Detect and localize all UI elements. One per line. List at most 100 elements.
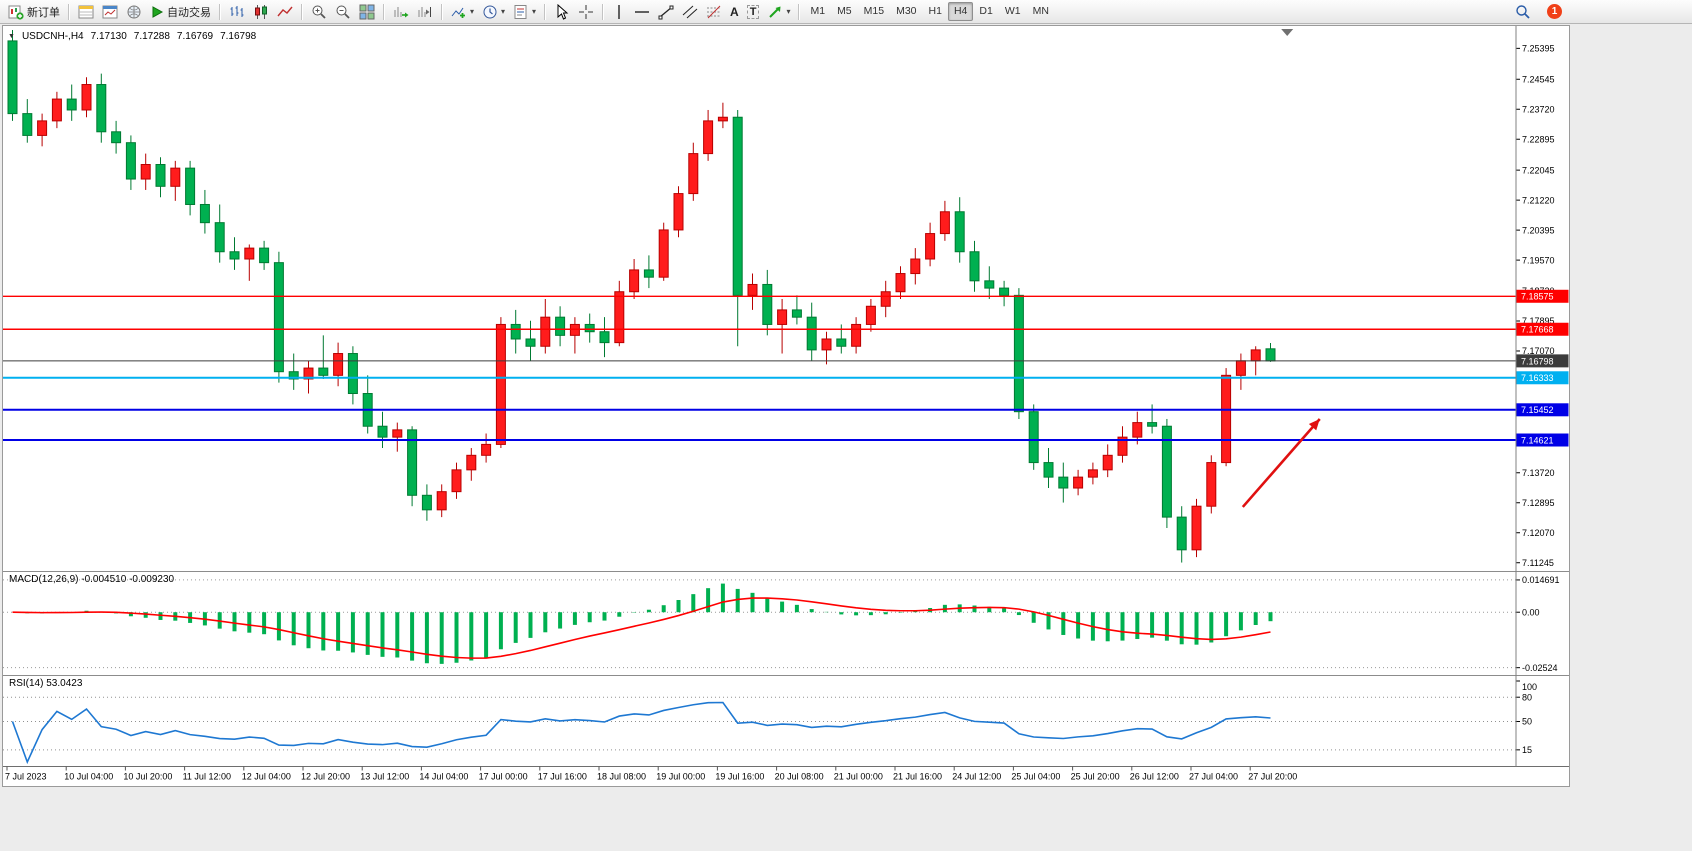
svg-text:10 Jul 04:00: 10 Jul 04:00 xyxy=(64,772,113,782)
notification-badge: 1 xyxy=(1547,4,1562,19)
price-axis[interactable]: 7.25395 7.24545 7.23720 7.22895 7.22045 7.212… xyxy=(1516,44,1555,568)
chart-shift-icon xyxy=(418,6,431,17)
svg-text:21 Jul 00:00: 21 Jul 00:00 xyxy=(834,772,883,782)
indicators-button[interactable]: ▾ xyxy=(447,2,478,22)
candlestick-icon xyxy=(255,4,267,19)
vertical-line-button[interactable] xyxy=(608,2,630,22)
navigator-icon xyxy=(127,5,141,18)
cursor-button[interactable] xyxy=(550,2,574,22)
svg-text:12 Jul 04:00: 12 Jul 04:00 xyxy=(242,772,291,782)
svg-text:7.24545: 7.24545 xyxy=(1522,74,1555,84)
ohlc-low: 7.16769 xyxy=(176,31,214,42)
svg-text:24 Jul 12:00: 24 Jul 12:00 xyxy=(952,772,1001,782)
svg-text:19 Jul 00:00: 19 Jul 00:00 xyxy=(656,772,705,782)
label-tool-icon: T xyxy=(746,4,760,19)
timeframe-h4[interactable]: H4 xyxy=(947,2,974,21)
candlestick-type-button[interactable] xyxy=(249,2,273,22)
timeframe-m1[interactable]: M1 xyxy=(804,2,831,21)
horizontal-line-button[interactable] xyxy=(630,2,654,22)
horizontal-lines-layer[interactable]: 7.18575 7.17668 7.16798 7.16333 7.15452 7.146… xyxy=(3,289,1569,447)
chart-window-usdcnh-h4[interactable]: 7.25395 7.24545 7.23720 7.22895 7.22045 7.212… xyxy=(2,25,1570,787)
tile-windows-button[interactable] xyxy=(355,2,379,22)
auto-scroll-button[interactable] xyxy=(389,2,413,22)
svg-text:7.25395: 7.25395 xyxy=(1522,44,1555,54)
search-button[interactable] xyxy=(1511,2,1535,22)
fibonacci-icon xyxy=(707,5,722,18)
templates-button[interactable]: ▾ xyxy=(509,2,540,22)
svg-text:26 Jul 12:00: 26 Jul 12:00 xyxy=(1130,772,1179,782)
arrow-annotation[interactable] xyxy=(1241,418,1321,508)
time-axis[interactable]: 7 Jul 2023 10 Jul 04:00 10 Jul 20:00 11 Jul… xyxy=(3,766,1569,782)
price-chart-canvas[interactable]: 7.25395 7.24545 7.23720 7.22895 7.22045 7.212… xyxy=(3,26,1569,786)
toolbar-separator xyxy=(602,3,605,20)
toolbar-separator xyxy=(219,3,221,20)
toolbar-separator xyxy=(544,3,547,20)
label-tool-button[interactable]: T xyxy=(743,2,764,22)
line-chart-type-button[interactable] xyxy=(273,2,297,22)
channel-icon xyxy=(682,5,698,18)
timeframe-m30[interactable]: M30 xyxy=(890,2,922,21)
toolbar-separator xyxy=(441,3,443,20)
svg-text:7.13720: 7.13720 xyxy=(1522,468,1555,478)
ohlc-high: 7.17288 xyxy=(133,31,170,42)
new-order-button[interactable]: 新订单 xyxy=(4,2,64,22)
svg-text:7.17070: 7.17070 xyxy=(1522,346,1555,356)
svg-text:100: 100 xyxy=(1522,682,1537,692)
timeframe-w1[interactable]: W1 xyxy=(999,2,1027,21)
timeframe-m15[interactable]: M15 xyxy=(858,2,890,21)
zoom-out-button[interactable] xyxy=(331,2,355,22)
svg-text:13 Jul 12:00: 13 Jul 12:00 xyxy=(360,772,409,782)
new-order-label: 新订单 xyxy=(27,6,60,19)
toolbar-separator xyxy=(798,3,801,20)
timeframe-d1[interactable]: D1 xyxy=(973,2,998,21)
cursor-icon xyxy=(557,3,569,20)
periods-button[interactable]: ▾ xyxy=(478,2,509,22)
svg-text:7.18575: 7.18575 xyxy=(1521,292,1554,302)
panel-separators[interactable] xyxy=(3,26,1569,767)
timeframe-m5[interactable]: M5 xyxy=(831,2,858,21)
svg-text:50: 50 xyxy=(1522,717,1532,727)
macd-panel: 0.014691 0.00 -0.02524 xyxy=(3,575,1560,673)
svg-text:20 Jul 08:00: 20 Jul 08:00 xyxy=(775,772,824,782)
arrow-object-icon xyxy=(769,6,781,18)
text-tool-button[interactable]: A xyxy=(726,2,743,22)
svg-text:7.16333: 7.16333 xyxy=(1521,373,1554,383)
svg-text:0.00: 0.00 xyxy=(1522,607,1540,617)
svg-text:17 Jul 16:00: 17 Jul 16:00 xyxy=(538,772,587,782)
tile-windows-icon xyxy=(359,4,375,19)
trendline-icon xyxy=(658,5,674,19)
channel-button[interactable] xyxy=(678,2,702,22)
bar-chart-type-button[interactable] xyxy=(225,2,249,22)
svg-text:17 Jul 00:00: 17 Jul 00:00 xyxy=(479,772,528,782)
dropdown-caret-icon: ▾ xyxy=(501,6,506,16)
dropdown-caret-icon: ▾ xyxy=(470,6,475,16)
svg-text:7.12070: 7.12070 xyxy=(1522,528,1555,538)
search-icon xyxy=(1516,4,1530,19)
text-tool-icon: A xyxy=(730,4,739,19)
navigator-button[interactable] xyxy=(122,2,146,22)
arrows-tool-button[interactable]: ▾ xyxy=(763,2,794,22)
toolbar-separator xyxy=(68,3,70,20)
zoom-in-button[interactable] xyxy=(307,2,331,22)
data-window-button[interactable] xyxy=(98,2,122,22)
fibonacci-button[interactable] xyxy=(702,2,726,22)
notifications-button[interactable]: 1 xyxy=(1543,2,1566,22)
svg-text:7.19570: 7.19570 xyxy=(1522,255,1555,265)
svg-text:18 Jul 08:00: 18 Jul 08:00 xyxy=(597,772,646,782)
ohlc-open: 7.17130 xyxy=(90,31,127,42)
timeframe-mn[interactable]: MN xyxy=(1027,2,1055,21)
svg-text:7.16798: 7.16798 xyxy=(1521,356,1554,366)
market-watch-button[interactable] xyxy=(74,2,98,22)
chart-shift-button[interactable] xyxy=(413,2,437,22)
timeframe-h1[interactable]: H1 xyxy=(923,2,948,21)
vertical-line-icon xyxy=(618,4,620,19)
svg-text:7 Jul 2023: 7 Jul 2023 xyxy=(5,772,47,782)
clock-icon xyxy=(483,5,497,18)
market-watch-icon xyxy=(78,5,94,18)
crosshair-button[interactable] xyxy=(574,2,598,22)
trendline-button[interactable] xyxy=(654,2,678,22)
autotrading-button[interactable]: 自动交易 xyxy=(146,2,215,22)
chart-dropdown-icon[interactable]: ▼ xyxy=(8,33,15,40)
chart-shift-marker[interactable] xyxy=(1281,29,1294,36)
